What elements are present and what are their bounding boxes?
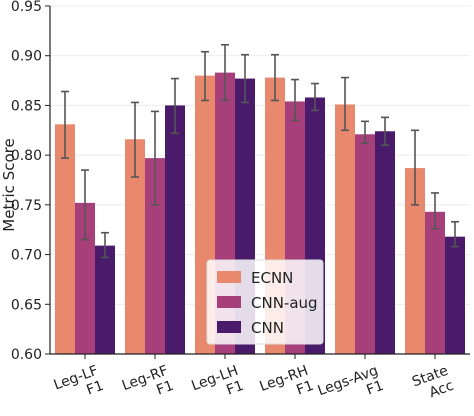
x-tick-label: Leg-RHF1 — [258, 363, 316, 410]
legend-swatch — [217, 321, 241, 333]
y-tick-label: 0.75 — [11, 198, 42, 214]
y-axis-label: Metric Score — [0, 138, 18, 231]
y-tick-label: 0.95 — [11, 0, 42, 15]
x-tick-label: Legs-AvgF1 — [316, 363, 386, 412]
legend-label: ECNN — [251, 269, 293, 287]
y-tick-label: 0.80 — [11, 148, 42, 164]
x-tick-label: Leg-LHF1 — [189, 363, 245, 410]
x-tick-label-line: Acc — [427, 378, 456, 401]
y-tick-label: 0.70 — [11, 248, 42, 264]
bar — [165, 105, 185, 354]
grid-layer — [50, 5, 470, 355]
x-tick-label-line: F1 — [294, 378, 315, 399]
y-tick-label: 0.85 — [11, 98, 42, 114]
legend-label: CNN-aug — [251, 294, 318, 312]
x-tick-label: Leg-LFF1 — [52, 363, 106, 409]
legend-swatch — [217, 271, 241, 283]
bar — [425, 211, 445, 354]
legend: ECNN CNN-aug CNN — [206, 259, 324, 345]
legend-swatch — [217, 296, 241, 308]
y-tick-label: 0.90 — [11, 49, 42, 65]
bar — [445, 236, 465, 354]
error-bar-layer — [61, 43, 459, 259]
bar — [95, 245, 115, 354]
x-tick-label-line: F1 — [224, 378, 245, 399]
bar — [375, 131, 395, 354]
x-tick-label-line: F1 — [84, 378, 105, 399]
bar — [335, 104, 355, 354]
y-tick-label: 0.65 — [11, 297, 42, 313]
bar — [355, 134, 375, 354]
x-tick-label-line: F1 — [154, 378, 175, 399]
bar — [405, 168, 425, 354]
x-tick-label: StateAcc — [410, 363, 456, 406]
x-tick-label-line: F1 — [364, 378, 385, 399]
x-tick-label: Leg-RFF1 — [120, 363, 176, 409]
bar — [125, 139, 145, 354]
legend-label: CNN — [251, 319, 284, 337]
bar — [75, 202, 95, 354]
bar — [145, 158, 165, 354]
bar — [55, 124, 75, 354]
y-tick-label: 0.60 — [11, 347, 42, 363]
